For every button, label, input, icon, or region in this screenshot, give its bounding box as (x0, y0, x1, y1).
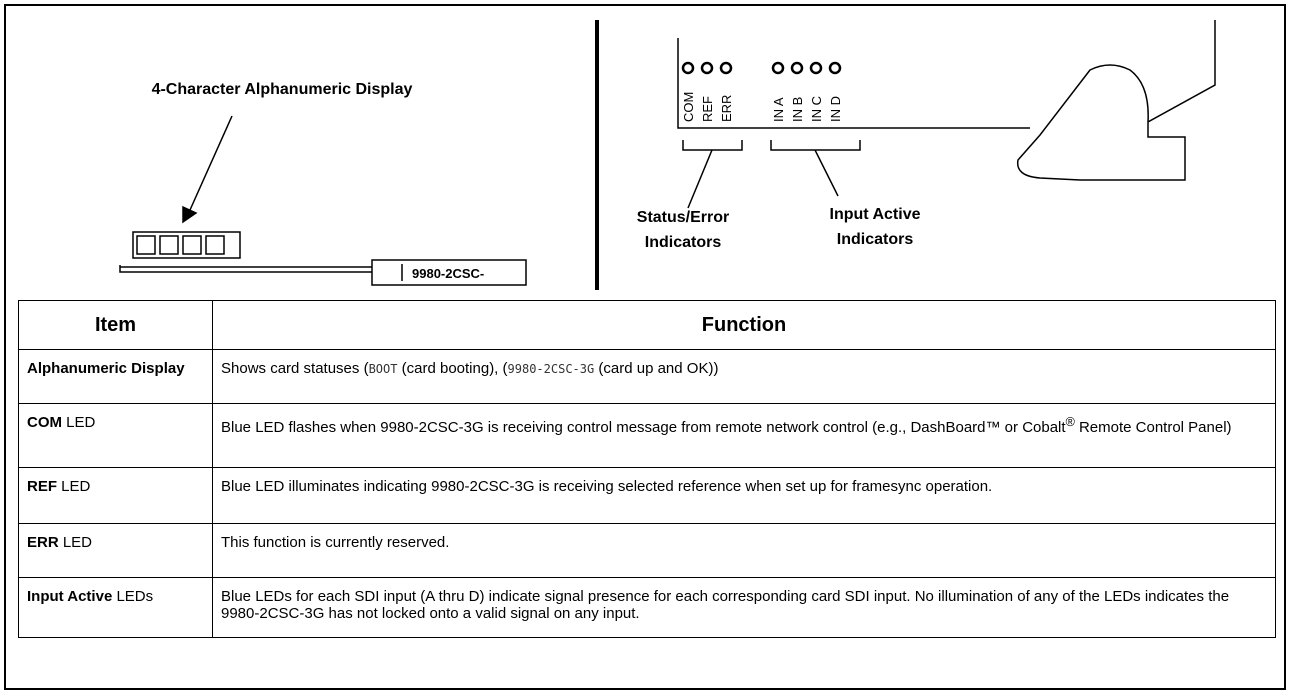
table-cell: This function is currently reserved. (212, 523, 1276, 578)
led (700, 61, 714, 75)
text-segment: Input Active (27, 588, 113, 605)
char (182, 235, 202, 255)
arrow (189, 115, 233, 211)
led-label: IN C (809, 96, 824, 122)
table-cell: Blue LED illuminates indicating 9980-2CS… (212, 467, 1276, 524)
led-label: COM (681, 92, 696, 122)
led-label: IN B (790, 97, 805, 122)
text-segment: LED (62, 414, 96, 431)
table-cell: Input Active LEDs (18, 577, 213, 638)
char (205, 235, 225, 255)
led (790, 61, 804, 75)
text-segment: ERR (27, 534, 59, 551)
led (681, 61, 695, 75)
diagram: 4-Character Alphanumeric Display 9980-2C… (119, 20, 1216, 290)
arrow-head (182, 205, 198, 224)
table-cell: ERR LED (18, 523, 213, 578)
board (119, 265, 372, 273)
function-table: Item Function Alphanumeric Display Shows … (18, 300, 1276, 638)
char (136, 235, 156, 255)
led (719, 61, 733, 75)
led-label: IN A (771, 97, 786, 122)
table-row: Input Active LEDs Blue LEDs for each SDI … (18, 577, 1276, 638)
text-segment: Alphanumeric Display (27, 360, 185, 377)
text-segment: LEDs (112, 588, 154, 605)
text-segment: Blue LEDs for each SDI input (A thru D) … (221, 588, 1230, 622)
text-segment: 9980-2CSC-3G (507, 362, 595, 376)
header-cell: Item (18, 300, 213, 350)
text-segment: Shows card statuses ( (221, 360, 369, 377)
table-cell: Blue LEDs for each SDI input (A thru D) … (212, 577, 1276, 638)
text-segment: LED (58, 534, 93, 551)
table-row: ERR LED This function is currently reserv… (18, 523, 1276, 578)
text-segment: BOOT (368, 362, 398, 376)
status-label: Indicators (645, 234, 722, 251)
led-label: IN D (828, 96, 843, 122)
led-label: ERR (719, 95, 734, 122)
part-box (371, 259, 527, 286)
text-segment: LED (57, 478, 91, 495)
led (828, 61, 842, 75)
input-label: Indicators (837, 231, 914, 248)
frame (4, 4, 1286, 690)
led-label: REF (700, 96, 715, 122)
text-segment: Remote Control Panel) (1074, 419, 1232, 436)
led (771, 61, 785, 75)
ejector (1016, 20, 1216, 181)
text-segment: COM (27, 414, 62, 431)
text-segment: This function is currently reserved. (221, 534, 450, 551)
char (159, 235, 179, 255)
header-cell: Function (212, 300, 1276, 350)
leader (687, 149, 713, 209)
text-segment: Blue LED illuminates indicating 9980-2CS… (221, 478, 993, 495)
table-cell: Blue LED flashes when 9980-2CSC-3G is re… (212, 403, 1276, 468)
bracket (770, 140, 861, 151)
display-box (132, 231, 241, 259)
leader (814, 149, 839, 197)
table-cell: Shows card statuses (BOOT (card booting)… (212, 349, 1276, 404)
text-segment: REF (27, 478, 57, 495)
part-label: 9980-2CSC- (412, 266, 484, 281)
status-label: Status/Error (637, 209, 729, 226)
table-row: COM LED Blue LED flashes when 9980-2CSC-3… (18, 403, 1276, 468)
text-segment: ® (1065, 415, 1075, 429)
table-cell: COM LED (18, 403, 213, 468)
bracket (682, 140, 743, 151)
table-cell: REF LED (18, 467, 213, 524)
table-cell: Alphanumeric Display (18, 349, 213, 404)
led (809, 61, 823, 75)
display-label: 4-Character Alphanumeric Display (152, 81, 413, 98)
text-segment: (card booting), ( (397, 360, 508, 377)
card-edge (677, 38, 1030, 129)
text-segment: Blue LED flashes when 9980-2CSC-3G is re… (221, 419, 1066, 436)
text-segment: (card up and OK)) (594, 360, 719, 377)
table-row: REF LED Blue LED illuminates indicating 9… (18, 467, 1276, 524)
input-label: Input Active (830, 206, 921, 223)
table-row: Alphanumeric Display Shows card statuses … (18, 349, 1276, 404)
